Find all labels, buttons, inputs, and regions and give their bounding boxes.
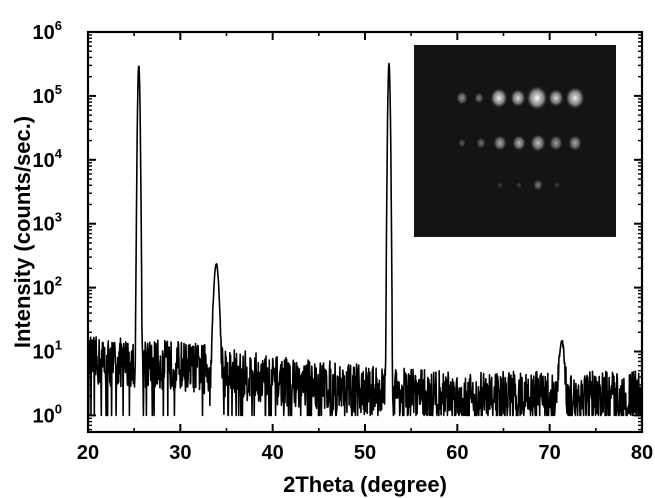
y-tick-label: 104 <box>33 146 63 172</box>
diffraction-spot <box>512 134 526 152</box>
y-tick-label: 105 <box>33 82 62 108</box>
diffraction-spot <box>526 85 548 111</box>
diffraction-spot <box>516 181 522 189</box>
x-axis-label: 2Theta (degree) <box>283 472 447 497</box>
x-axis: 20 30 40 50 60 70 80 <box>77 32 653 464</box>
diffraction-spot <box>456 91 468 105</box>
diffraction-spot <box>497 181 503 189</box>
diffraction-spot <box>476 137 486 149</box>
diffraction-spot <box>548 88 564 108</box>
x-tick-label: 60 <box>446 442 468 464</box>
inset-diffraction-image <box>414 45 616 237</box>
diffraction-spot <box>549 134 563 152</box>
diffraction-spot <box>554 181 560 189</box>
x-tick-label: 80 <box>631 442 653 464</box>
diffraction-spot <box>493 134 507 152</box>
y-axis: 100 101 102 103 104 105 106 <box>33 18 642 431</box>
x-tick-label: 40 <box>262 442 284 464</box>
x-tick-label: 20 <box>77 442 99 464</box>
diffraction-spot <box>565 86 585 110</box>
data-series-line <box>87 62 643 417</box>
x-tick-label: 30 <box>169 442 191 464</box>
diffraction-spot <box>533 179 543 191</box>
y-tick-label: 101 <box>33 338 62 364</box>
diffraction-spot <box>568 134 582 152</box>
x-tick-label: 70 <box>539 442 561 464</box>
y-tick-label: 103 <box>33 210 62 236</box>
diffraction-spot <box>458 138 466 148</box>
y-axis-label: Intensity (counts/sec.) <box>10 116 35 348</box>
diffraction-spot <box>490 87 508 109</box>
y-tick-label: 102 <box>33 274 62 300</box>
y-tick-label: 100 <box>33 401 62 427</box>
diffraction-spot <box>474 92 484 104</box>
plot-area <box>87 62 643 417</box>
x-tick-label: 50 <box>354 442 376 464</box>
diffraction-spot <box>530 133 546 153</box>
y-tick-label: 106 <box>33 18 62 44</box>
diffraction-spot <box>510 88 526 108</box>
